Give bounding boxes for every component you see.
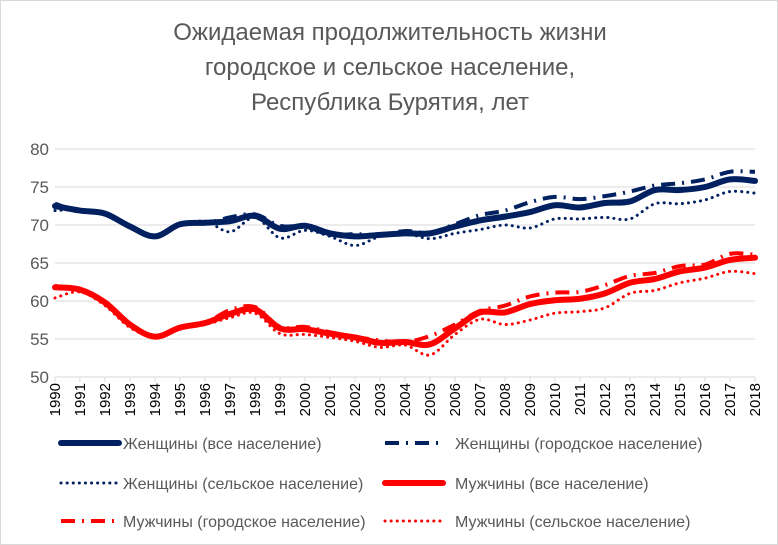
series-line-3: [52, 254, 758, 348]
x-tick-label: 2013: [622, 383, 639, 416]
x-tick-label: 2017: [722, 383, 739, 416]
x-tick-label: 1996: [197, 383, 214, 416]
x-tick-label: 2005: [422, 383, 439, 416]
series-lines: [52, 169, 758, 357]
y-tick-label: 55: [30, 330, 49, 349]
y-tick-label: 65: [30, 254, 49, 273]
series-line-0: [52, 176, 758, 240]
legend-label-0: Женщины (все население): [123, 436, 322, 453]
legend-label-4: Мужчины (городское население): [123, 514, 366, 531]
x-tick-label: 2011: [572, 383, 589, 415]
x-tick-label: 2007: [472, 383, 489, 416]
x-tick-label: 1992: [97, 383, 114, 416]
legend-label-5: Мужчины (сельское население): [455, 514, 690, 531]
y-tick-label: 70: [30, 216, 49, 235]
x-tick-label: 2004: [397, 383, 414, 416]
x-tick-label: 1993: [122, 383, 139, 416]
x-tick-label: 2003: [372, 383, 389, 416]
series-line-1: [54, 169, 756, 240]
x-tick-label: 1995: [172, 383, 189, 416]
legend-label-3: Мужчины (все население): [455, 476, 649, 493]
x-tick-label: 2012: [597, 383, 614, 416]
x-tick-label: 1998: [247, 383, 264, 416]
x-tick-label: 2009: [522, 383, 539, 416]
y-tick-label: 80: [30, 140, 49, 159]
x-tick-label: 2014: [647, 383, 664, 416]
axes: 50 55 60 65 70 75 80 1990 1991 1992 1993 1994 1995 19…: [30, 140, 764, 416]
x-tick-label: 1997: [222, 383, 239, 416]
legend-label-1: Женщины (городское население): [455, 436, 702, 453]
x-tick-label: 2010: [547, 383, 564, 416]
x-tick-label: 2000: [297, 383, 314, 416]
x-tick-label: 2001: [322, 383, 339, 416]
legend: Женщины (все население) Женщины (городско…: [58, 436, 702, 531]
x-tick-label: 2006: [447, 383, 464, 416]
x-tick-label: 2002: [347, 383, 364, 416]
x-tick-label: 1999: [272, 383, 289, 416]
x-tick-label: 2015: [672, 383, 689, 416]
chart-title-line-1: Ожидаемая продолжительность жизни: [173, 19, 607, 46]
x-tick-label: 2016: [697, 383, 714, 416]
chart-title-line-3: Республика Бурятия, лет: [251, 89, 529, 116]
x-tick-label: 1991: [72, 383, 89, 416]
y-tick-label: 60: [30, 292, 49, 311]
x-tick-label: 2008: [497, 383, 514, 416]
series-line-4: [54, 251, 756, 345]
legend-label-2: Женщины (сельское население): [123, 476, 363, 493]
chart-title-line-2: городское и сельское население,: [204, 54, 576, 81]
y-tick-label: 75: [30, 178, 49, 197]
x-tick-label: 1994: [147, 383, 164, 416]
x-tick-label: 1990: [47, 383, 64, 416]
x-tick-label: 2018: [747, 383, 764, 416]
y-tick-label: 50: [30, 368, 49, 387]
